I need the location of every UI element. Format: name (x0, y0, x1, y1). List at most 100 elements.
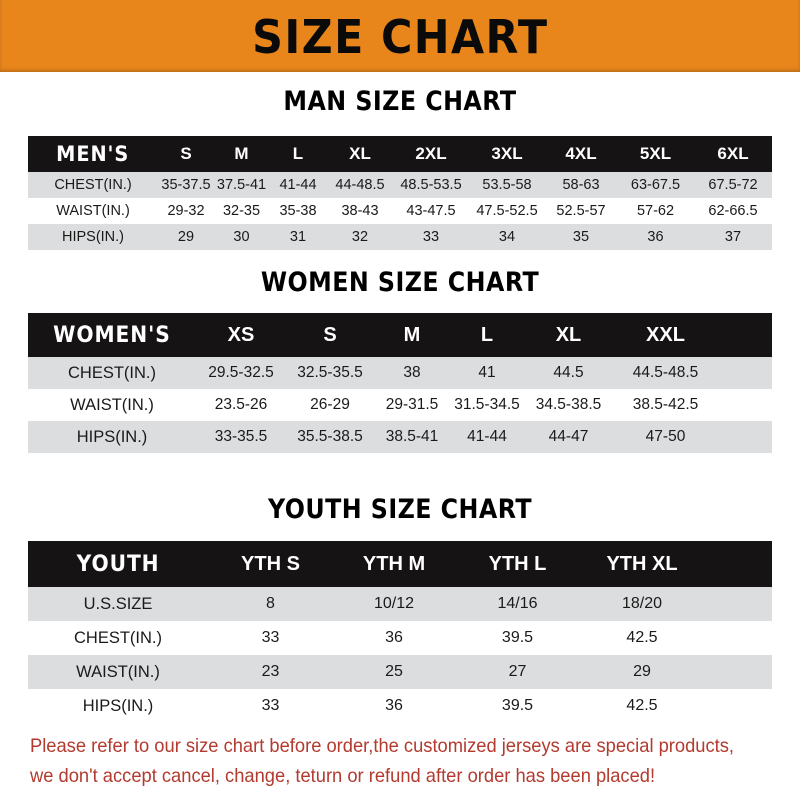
women-cell: 44.5 (553, 364, 584, 381)
youth-corner-cell: YOUTH (28, 541, 208, 587)
youth-cell-spacer (704, 587, 772, 621)
man-cell: 52.5-57 (556, 203, 606, 219)
youth-cell: 14/16 (497, 595, 538, 612)
man-cell: 33 (422, 229, 440, 245)
disclaimer-line-1: Please refer to our size chart before or… (30, 735, 735, 757)
youth-col-header: YTH XL (606, 552, 678, 575)
youth-cell: 33 (261, 629, 280, 646)
man-corner-cell: MEN'S (28, 136, 158, 172)
man-cell: 67.5-72 (708, 177, 758, 193)
women-row-label: HIPS(IN.) (76, 427, 148, 446)
man-cell: 34 (498, 229, 516, 245)
man-cell: 38-43 (341, 203, 379, 219)
banner-title: SIZE CHART (251, 10, 549, 64)
man-row-label: WAIST(IN.) (56, 203, 130, 219)
women-cell: 33-35.5 (214, 428, 268, 445)
man-col-header: M (234, 144, 249, 163)
banner: SIZE CHART (0, 0, 800, 72)
table-row: WAIST(IN.) 29-32 32-35 35-38 38-43 43-47… (28, 198, 772, 224)
table-row: HIPS(IN.) 29 30 31 32 33 34 35 36 37 (28, 224, 772, 250)
man-cell: 36 (647, 229, 664, 245)
table-row: U.S.SIZE 8 10/12 14/16 18/20 (28, 587, 772, 621)
women-cell: 38.5-41 (385, 428, 439, 445)
youth-cell-spacer (704, 621, 772, 655)
women-corner-label: WOMEN'S (53, 322, 171, 348)
youth-row-label: CHEST(IN.) (74, 628, 162, 647)
table-row: HIPS(IN.) 33-35.5 35.5-38.5 38.5-41 41-4… (28, 421, 772, 453)
women-cell: 26-29 (310, 396, 350, 413)
women-cell: 47-50 (645, 428, 686, 445)
women-cell-spacer (718, 421, 772, 453)
man-cell: 35-37.5 (161, 177, 211, 193)
man-cell: 53.5-58 (482, 177, 532, 193)
man-cell: 29 (177, 229, 195, 245)
youth-col-header: YTH S (241, 552, 300, 575)
man-col-header: L (292, 144, 304, 163)
man-cell: 31 (289, 229, 307, 245)
disclaimer: Please refer to our size chart before or… (30, 731, 735, 791)
youth-cell: 36 (385, 697, 403, 714)
women-cell-spacer (718, 357, 772, 389)
man-cell: 30 (233, 229, 250, 245)
women-col-header: XL (555, 323, 582, 346)
women-cell: 41-44 (467, 428, 507, 445)
women-cell: 38.5-42.5 (632, 396, 699, 413)
women-header-spacer (718, 313, 772, 357)
man-table-header-row: MEN'S S M L XL 2XL 3XL 4XL 5XL 6XL (28, 136, 772, 172)
women-col-header: M (403, 323, 421, 346)
table-row: WAIST(IN.) 23 25 27 29 (28, 655, 772, 689)
man-corner-label: MEN'S (56, 142, 130, 166)
women-cell-spacer (718, 389, 772, 421)
man-section-title: MAN SIZE CHART (283, 86, 517, 117)
man-cell: 58-63 (562, 177, 600, 193)
youth-cell-spacer (704, 689, 772, 723)
man-row-label: HIPS(IN.) (61, 229, 125, 245)
women-cell: 31.5-34.5 (454, 396, 520, 413)
youth-cell: 39.5 (501, 629, 534, 646)
man-cell: 35 (572, 229, 590, 245)
man-size-table: MEN'S S M L XL 2XL 3XL 4XL 5XL 6XL CHEST… (28, 136, 772, 250)
youth-cell: 8 (266, 595, 275, 612)
youth-table-header-row: YOUTH YTH S YTH M YTH L YTH XL (28, 541, 772, 587)
youth-cell: 25 (385, 663, 403, 680)
youth-cell: 23 (261, 663, 280, 680)
man-cell: 48.5-53.5 (400, 177, 462, 193)
women-corner-cell: WOMEN'S (28, 313, 196, 357)
youth-cell: 27 (508, 663, 527, 680)
women-row-label: CHEST(IN.) (68, 363, 156, 382)
disclaimer-line-2: we don't accept cancel, change, teturn o… (30, 765, 656, 787)
youth-cell: 39.5 (501, 697, 534, 714)
youth-section-title: YOUTH SIZE CHART (267, 494, 533, 525)
youth-size-table: YOUTH YTH S YTH M YTH L YTH XL U.S.SIZE … (28, 541, 772, 723)
women-row-label: WAIST(IN.) (70, 395, 154, 414)
women-cell: 29.5-32.5 (208, 364, 274, 381)
table-row: WAIST(IN.) 23.5-26 26-29 29-31.5 31.5-34… (28, 389, 772, 421)
man-cell: 57-62 (636, 203, 675, 219)
table-row: CHEST(IN.) 29.5-32.5 32.5-35.5 38 41 44.… (28, 357, 772, 389)
man-col-header: XL (349, 144, 371, 163)
youth-cell: 42.5 (626, 697, 658, 714)
table-row: CHEST(IN.) 33 36 39.5 42.5 (28, 621, 772, 655)
women-col-header: L (480, 323, 494, 346)
youth-header-spacer (704, 541, 772, 587)
youth-row-label: WAIST(IN.) (76, 662, 160, 681)
youth-cell: 18/20 (621, 595, 663, 612)
youth-row-label: HIPS(IN.) (82, 696, 154, 715)
women-table-header-row: WOMEN'S XS S M L XL XXL (28, 313, 772, 357)
youth-col-header: YTH L (488, 552, 547, 575)
youth-cell: 36 (385, 629, 403, 646)
youth-cell: 29 (633, 663, 651, 680)
women-cell: 23.5-26 (214, 396, 268, 413)
man-cell: 32-35 (222, 203, 261, 219)
man-cell: 37.5-41 (216, 177, 267, 193)
man-cell: 41-44 (279, 177, 317, 193)
man-col-header: 4XL (565, 144, 597, 163)
youth-corner-label: YOUTH (76, 551, 160, 577)
women-col-header: XS (227, 323, 255, 346)
women-cell: 35.5-38.5 (297, 428, 363, 445)
women-cell: 41 (478, 364, 496, 381)
man-col-header: 5XL (639, 144, 672, 163)
youth-col-header: YTH M (362, 552, 426, 575)
man-cell: 44-48.5 (335, 177, 385, 193)
